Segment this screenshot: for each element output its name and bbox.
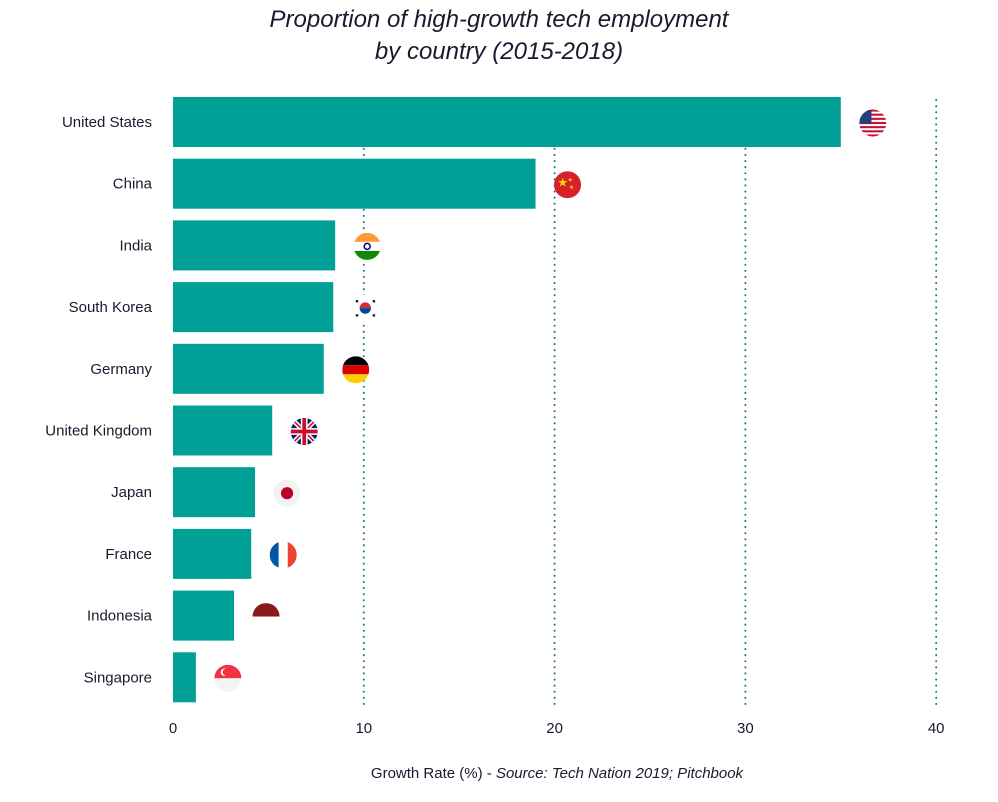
jp-flag-icon [273,479,301,507]
bar [173,220,336,271]
x-tick-label: 30 [737,720,754,737]
category-label: France [105,546,152,563]
cn-flag-icon: ★ ★★ [554,171,582,199]
bar [173,652,196,703]
x-tick-label: 10 [355,720,372,737]
category-label: United Kingdom [45,423,152,440]
category-label: United States [62,114,152,131]
bar [173,158,536,209]
in-flag-icon [353,232,381,260]
category-label: Germany [90,361,152,378]
bar [173,282,334,333]
x-axis-label: Growth Rate (%) - [370,765,496,782]
bar [173,528,252,579]
category-label: South Korea [69,299,153,316]
category-label: Indonesia [87,608,153,625]
category-labels: United States China India South Korea German… [45,114,152,686]
category-label: China [113,176,153,193]
bar [173,405,273,456]
bars [173,97,841,703]
category-label: Singapore [84,669,152,686]
fr-flag-icon [269,541,297,569]
id-flag-icon [252,603,280,631]
us-flag-icon [859,109,887,137]
chart-title: Proportion of high-growth tech employmen… [0,4,998,68]
bar [173,467,256,518]
de-flag-icon [342,356,370,384]
bar [173,590,235,641]
gb-flag-icon [290,418,318,445]
bar [173,97,841,147]
sg-flag-icon [214,664,242,692]
bar [173,343,324,394]
chart-title-line-1: Proportion of high-growth tech employmen… [269,6,729,33]
x-axis-ticks: 0 10 20 30 40 [169,720,945,737]
category-label: Japan [111,484,152,501]
svg-text:★: ★ [557,176,568,190]
svg-text:★: ★ [568,177,573,183]
x-tick-label: 20 [546,720,563,737]
kr-flag-icon [351,294,379,322]
x-tick-label: 40 [928,720,945,737]
flags: ★ ★★ [214,109,887,692]
x-axis-caption: Growth Rate (%) - Source: Tech Nation 20… [0,765,998,782]
category-label: India [119,237,152,254]
x-tick-label: 0 [169,720,177,737]
svg-text:★: ★ [569,185,574,191]
source-note: Source: Tech Nation 2019; Pitchbook [495,765,744,782]
chart-title-line-2: by country (2015-2018) [374,38,624,65]
